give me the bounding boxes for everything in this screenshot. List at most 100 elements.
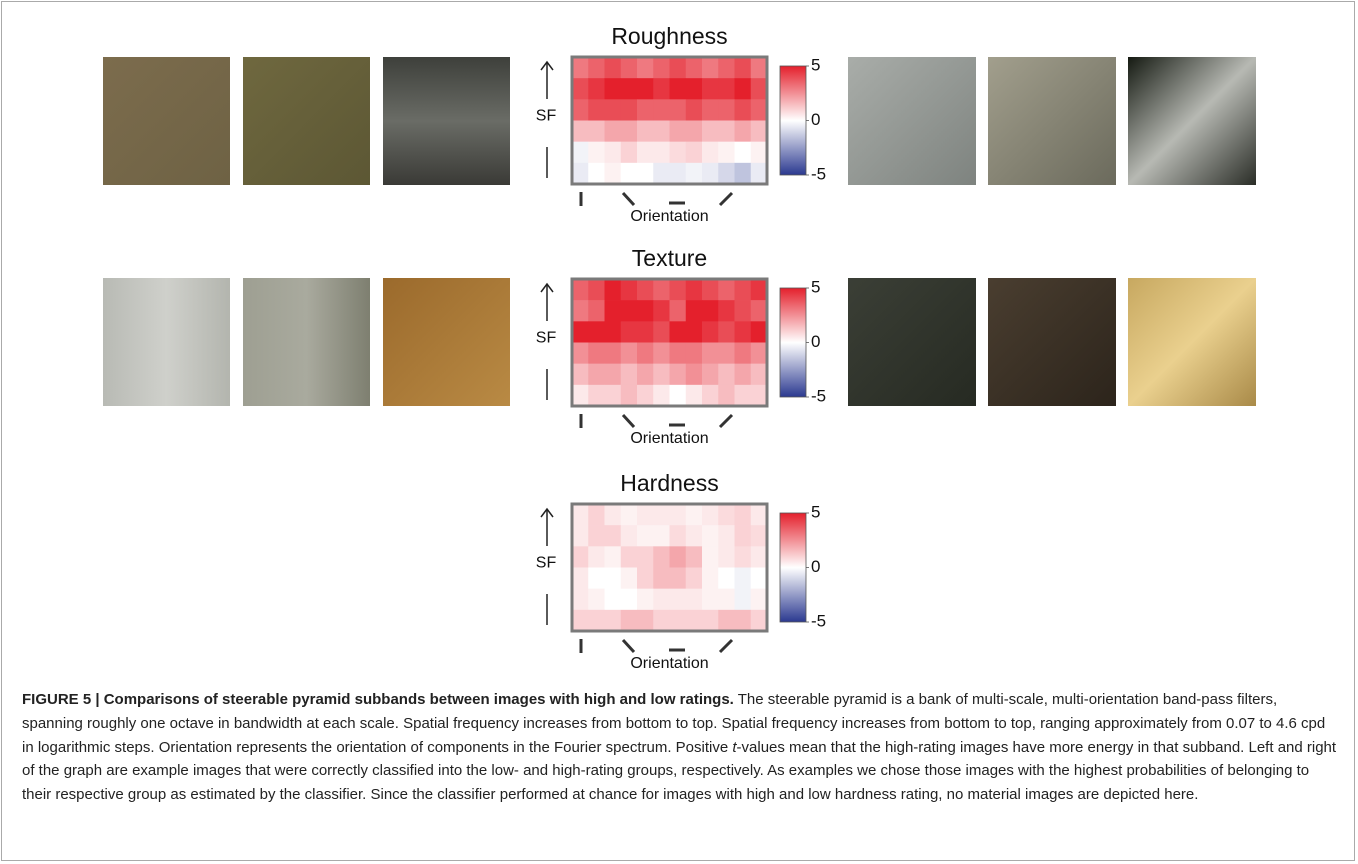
heatmap-cell (637, 279, 654, 301)
heatmap-cell (588, 57, 605, 79)
heatmap-cell (750, 120, 768, 142)
heatmap-cell (572, 342, 589, 364)
heatmap-cell (718, 279, 735, 301)
material-image (243, 57, 370, 185)
heatmap-cell (604, 546, 622, 568)
axis-arrow-head (540, 282, 554, 293)
heatmap-cell (588, 384, 605, 407)
heatmap-cell (620, 300, 638, 322)
heatmap-cell (669, 504, 687, 526)
heatmap-cell (750, 141, 768, 164)
heatmap-cell (620, 363, 638, 386)
heatmap-cell (572, 363, 589, 386)
heatmap-cell (750, 504, 768, 526)
x-axis-label: Orientation (630, 430, 708, 447)
heatmap-cell (734, 120, 752, 142)
heatmap-cell (750, 99, 768, 121)
heatmap-cell (588, 504, 605, 526)
heatmap-cell (604, 99, 622, 121)
axis-arrow-head (540, 507, 554, 518)
chart-title: Roughness (611, 23, 727, 49)
heatmap-cell (685, 609, 703, 632)
heatmap-cell (702, 120, 719, 142)
material-image (988, 278, 1116, 406)
heatmap-cell (637, 342, 654, 364)
colorbar-tick-label: 0 (811, 557, 820, 576)
material-image (1128, 278, 1256, 406)
heatmap-cell (637, 609, 654, 632)
heatmap-cell (750, 321, 768, 343)
heatmap-cell (637, 384, 654, 407)
heatmap-cell (718, 162, 735, 185)
material-image (383, 278, 510, 406)
heatmap-cell (750, 567, 768, 589)
heatmap-cell (685, 99, 703, 121)
heatmap-cell (734, 609, 752, 632)
heatmap-cell (572, 78, 589, 100)
heatmap-cell (750, 525, 768, 547)
heatmap-cell (669, 300, 687, 322)
heatmap-cell (702, 546, 719, 568)
heatmap-cell (669, 321, 687, 343)
heatmap-cell (734, 300, 752, 322)
heatmap-cell (588, 78, 605, 100)
heatmap-cell (702, 57, 719, 79)
heatmap-cell (620, 609, 638, 632)
heatmap-cell (620, 384, 638, 407)
heatmap-cell (620, 120, 638, 142)
material-image (103, 278, 230, 406)
heatmap-cell (750, 342, 768, 364)
heatmap-cell (718, 525, 735, 547)
heatmap-cell (702, 99, 719, 121)
heatmap-cell (718, 99, 735, 121)
heatmap-cell (734, 78, 752, 100)
heatmap-cell (588, 609, 605, 632)
heatmap-cell (572, 546, 589, 568)
heatmap-cell (685, 546, 703, 568)
heatmap-cell (734, 384, 752, 407)
heatmap-cell (653, 363, 670, 386)
heatmap-cell (702, 300, 719, 322)
heatmap-cell (588, 120, 605, 142)
x-axis-label: Orientation (630, 208, 708, 225)
heatmap-cell (620, 321, 638, 343)
heatmap-cell (669, 78, 687, 100)
caption-italic: t (732, 738, 737, 756)
heatmap-cell (669, 162, 687, 185)
colorbar (779, 287, 807, 398)
colorbar-tick-label: -5 (811, 611, 826, 630)
heatmap-cell (572, 525, 589, 547)
heatmap-cell (702, 363, 719, 386)
heatmap-cell (572, 141, 589, 164)
material-image (103, 57, 230, 185)
heatmap-cell (653, 99, 670, 121)
heatmap-cell (734, 321, 752, 343)
heatmap-cell (685, 279, 703, 301)
heatmap-border (570, 55, 769, 186)
heatmap-cell (702, 504, 719, 526)
heatmap-cell (669, 525, 687, 547)
heatmap-cell (620, 588, 638, 611)
heatmap-cell (637, 567, 654, 589)
heatmap-cell (653, 588, 670, 611)
heatmap-cell (620, 78, 638, 100)
caption-text: -values mean that the high-rating images… (22, 738, 1337, 804)
heatmap-cell (604, 588, 622, 611)
heatmap-cell (669, 363, 687, 386)
heatmap-cell (718, 504, 735, 526)
heatmap-cell (653, 162, 670, 185)
heatmap-cell (637, 588, 654, 611)
heatmap-cell (718, 120, 735, 142)
heatmap-cell (702, 141, 719, 164)
heatmap-cell (637, 162, 654, 185)
chart-title: Hardness (620, 470, 718, 496)
heatmap-cell (685, 384, 703, 407)
x-axis-label: Orientation (630, 655, 708, 672)
heatmap-cell (718, 588, 735, 611)
heatmap-cell (588, 546, 605, 568)
material-image (243, 278, 370, 406)
heatmap-cell (750, 78, 768, 100)
heatmap-cell (669, 120, 687, 142)
material-image (988, 57, 1116, 185)
